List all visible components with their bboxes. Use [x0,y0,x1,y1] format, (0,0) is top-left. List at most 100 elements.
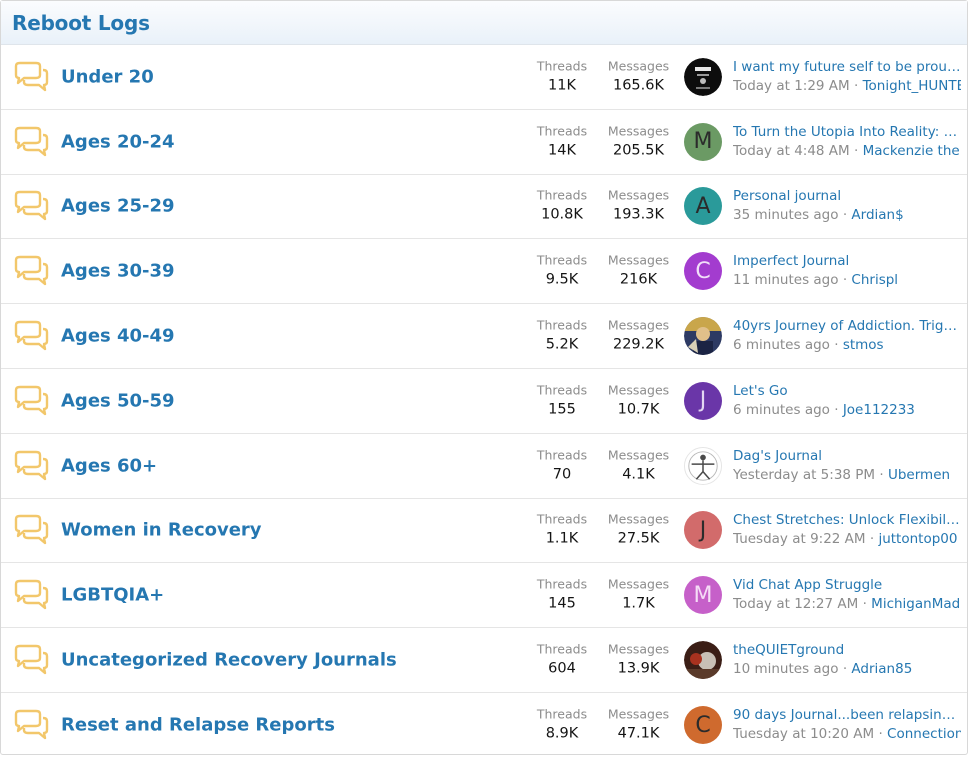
last-post-title-link[interactable]: Vid Chat App Struggle [733,577,883,594]
avatar-letter-text: J [699,388,707,414]
painting-avatar[interactable] [684,317,722,356]
last-post-time[interactable]: Today at 1:29 AM [733,77,850,94]
last-post-title-link[interactable]: Dag's Journal [733,447,822,464]
last-post-title-link[interactable]: Let's Go [733,382,788,399]
node-title-link[interactable]: Women in Recovery [61,519,262,541]
last-post-title-link[interactable]: Imperfect Journal [733,253,850,270]
last-post-time[interactable]: 6 minutes ago [733,337,830,354]
threads-label: Threads [536,317,588,333]
messages-count: 205.5K [612,142,665,159]
avatar-letter[interactable]: A [684,187,722,226]
meta-separator: · [862,596,867,613]
messages-label: Messages [607,706,670,722]
last-post-username[interactable]: Adrian85 [851,661,913,678]
threads-stat: Threads 9.5K [529,252,595,291]
last-post-username[interactable]: Ubermen [887,466,951,483]
node-title-link[interactable]: Uncategorized Recovery Journals [61,649,397,671]
last-post-title-link[interactable]: I want my future self to be proud of... [733,58,961,75]
last-post-username[interactable]: Tonight_HUNTER [862,77,961,94]
last-post-time[interactable]: Today at 12:27 AM [733,596,859,613]
last-post-username[interactable]: stmos [842,337,884,354]
last-post-username[interactable]: Connection32 [887,726,961,743]
node-title-link[interactable]: Ages 30-39 [61,260,175,282]
threads-label: Threads [536,123,588,139]
messages-count: 27.5K [617,530,660,547]
threads-label: Threads [536,382,588,398]
last-post: Vid Chat App Struggle Today at 12:27 AM … [733,576,961,614]
threads-label: Threads [536,641,588,657]
meta-separator: · [834,401,839,418]
node-title-link[interactable]: Ages 20-24 [61,131,175,153]
messages-count: 193.3K [612,206,665,223]
avatar-letter[interactable]: M [684,576,722,615]
meta-separator: · [853,77,859,94]
node-title-link[interactable]: LGBTQIA+ [61,584,165,606]
forum-node: LGBTQIA+ Threads 145 Messages 1.7K M Vid… [1,563,967,629]
avatar-letter-text: C [695,258,711,284]
forum-node: Ages 30-39 Threads 9.5K Messages 216K C … [1,239,967,305]
messages-label: Messages [607,447,670,463]
last-post-meta: Tuesday at 10:20 AM · Connection32 [733,725,961,744]
meta-separator: · [869,531,875,548]
node-title-link[interactable]: Ages 60+ [61,455,158,477]
last-post-username[interactable]: MichiganMade [871,596,961,613]
last-post-time[interactable]: 11 minutes ago [733,272,839,289]
last-post-time[interactable]: 6 minutes ago [733,401,830,418]
node-title-link[interactable]: Under 20 [61,66,154,88]
last-post-title-link[interactable]: 90 days Journal...been relapsing lat... [733,707,961,724]
last-post-username[interactable]: Joe112233 [842,401,915,418]
avatar-letter[interactable]: C [684,706,722,745]
last-post-title-link[interactable]: theQUIETground [733,642,845,659]
last-post-username[interactable]: Chrispl [851,272,899,289]
forum-node: Ages 50-59 Threads 155 Messages 10.7K J … [1,369,967,434]
messages-count: 13.9K [617,660,660,677]
last-post-time[interactable]: Tuesday at 10:20 AM [733,726,875,743]
forum-node: Women in Recovery Threads 1.1K Messages … [1,499,967,564]
avatar-letter[interactable]: J [684,381,722,420]
threads-label: Threads [536,447,588,463]
avatar-letter[interactable]: C [684,252,722,291]
messages-stat: Messages 229.2K [601,317,676,356]
speech-bubbles-icon [12,385,52,417]
speech-bubbles-icon [12,579,52,611]
last-post-time[interactable]: Tuesday at 9:22 AM [733,531,866,548]
avatar-letter[interactable]: M [684,122,722,161]
dark-photo-avatar[interactable] [684,641,722,680]
category-title[interactable]: Reboot Logs [12,10,150,35]
last-post-title-link[interactable]: Chest Stretches: Unlock Flexibility, I..… [733,512,961,529]
avatar-letter[interactable]: J [684,511,722,550]
threads-count: 9.5K [545,271,579,288]
last-post-meta: Today at 1:29 AM · Tonight_HUNTER [733,77,961,96]
threads-label: Threads [536,576,588,592]
threads-label: Threads [536,58,588,74]
last-post-title-link[interactable]: 40yrs Journey of Addiction. Trigger ... [733,318,961,335]
threads-stat: Threads 8.9K [529,706,595,745]
node-title-link[interactable]: Ages 50-59 [61,390,175,412]
last-post-username[interactable]: Mackenzie the Kin [862,142,961,159]
last-post-title-link[interactable]: To Turn the Utopia Into Reality: A J... [733,123,961,140]
avatar-letter-text: M [693,582,713,608]
last-post-username[interactable]: Ardian$ [851,207,904,224]
vitruvian-man-avatar[interactable] [684,446,722,485]
speech-bubbles-icon [12,644,52,676]
node-title-link[interactable]: Ages 40-49 [61,325,175,347]
threads-label: Threads [536,187,588,203]
threads-count: 11K [548,77,576,94]
speech-bubbles-icon [12,514,52,546]
life-badge-avatar[interactable] [684,57,722,96]
threads-label: Threads [536,706,588,722]
last-post: theQUIETground 10 minutes ago · Adrian85 [733,641,961,679]
threads-stat: Threads 11K [529,57,595,96]
last-post-username[interactable]: juttontop00 [878,531,958,548]
last-post-time[interactable]: 10 minutes ago [733,661,839,678]
messages-label: Messages [607,576,670,592]
node-title-link[interactable]: Ages 25-29 [61,195,175,217]
last-post-time[interactable]: 35 minutes ago [733,207,839,224]
speech-bubbles-icon [12,450,52,482]
last-post-time[interactable]: Today at 4:48 AM [733,142,850,159]
messages-stat: Messages 205.5K [601,122,676,161]
node-title-link[interactable]: Reset and Relapse Reports [61,714,335,736]
last-post-title-link[interactable]: Personal journal [733,188,842,205]
threads-count: 8.9K [545,725,579,742]
last-post-time[interactable]: Yesterday at 5:38 PM [733,466,876,483]
